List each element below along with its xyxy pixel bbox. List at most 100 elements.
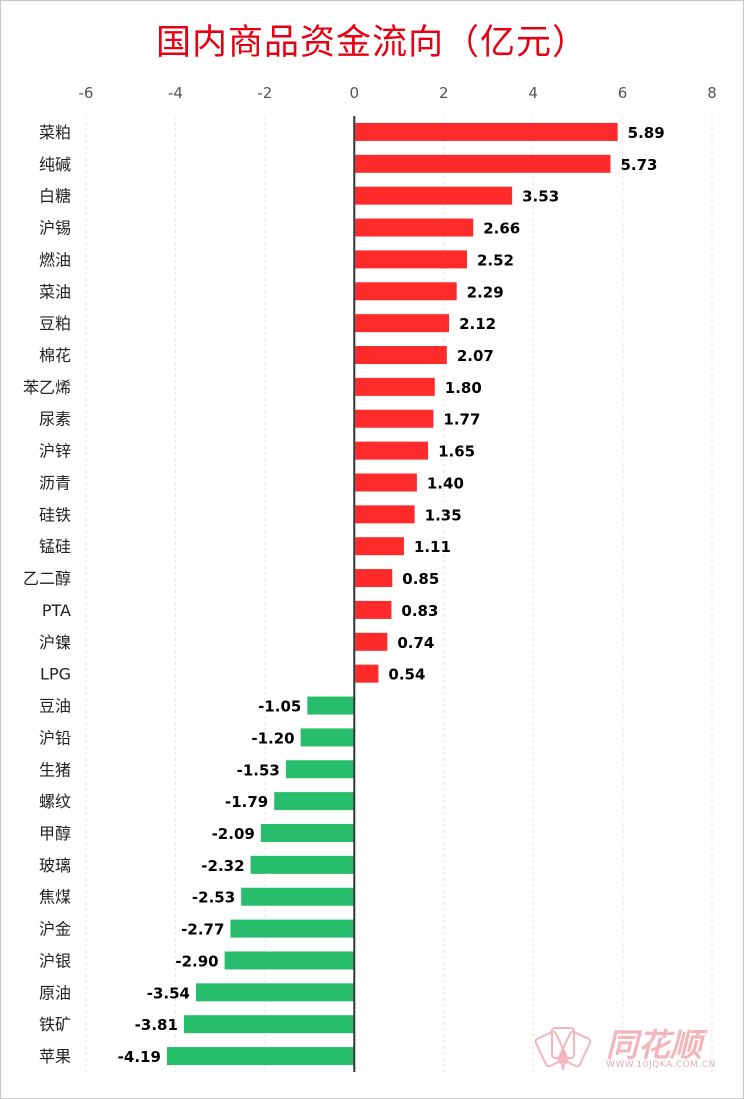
value-label: 2.29 [467, 283, 504, 301]
value-label: 1.40 [427, 474, 464, 492]
x-tick-label: 2 [439, 84, 449, 102]
value-labels: 5.89 5.73 3.532.66 2.52 2.29 2.12 2.07 1.80 1.77… [118, 124, 665, 1066]
x-tick-label: 4 [528, 84, 538, 102]
value-label: 2.52 [477, 251, 514, 269]
bar [300, 728, 355, 747]
category-label: 豆油 [39, 697, 71, 716]
category-label: 玻璃 [39, 856, 71, 875]
category-label: 原油 [39, 983, 71, 1002]
category-label: 乙二醇 [23, 569, 71, 588]
x-tick-label: 8 [707, 84, 717, 102]
value-label: 0.83 [401, 602, 438, 620]
value-label: 1.77 [443, 411, 480, 429]
value-label: -2.09 [212, 825, 255, 843]
value-label: 5.89 [628, 124, 665, 142]
bar [355, 282, 457, 301]
category-label: 白糖 [39, 187, 71, 206]
bar [355, 314, 450, 333]
value-label: -3.81 [135, 1016, 178, 1034]
x-tick-label: -6 [79, 84, 94, 102]
bar [195, 983, 355, 1002]
bar [260, 824, 355, 842]
value-label: 2.66 [483, 220, 520, 238]
bar [355, 250, 467, 269]
bar [250, 855, 355, 874]
bar [355, 154, 611, 173]
bar [355, 346, 447, 364]
value-label: 1.35 [425, 506, 462, 524]
category-label: 螺纹 [39, 792, 71, 811]
x-tick-label: 6 [618, 84, 628, 102]
bar [274, 792, 355, 811]
category-label: PTA [42, 601, 71, 620]
value-label: -4.19 [118, 1048, 161, 1066]
value-label: 0.54 [388, 666, 425, 684]
category-label: 焦煤 [39, 888, 71, 907]
bar [307, 696, 355, 715]
x-tick-label: -4 [168, 84, 183, 102]
value-label: -2.77 [181, 921, 224, 939]
bar [241, 887, 355, 906]
bars [166, 122, 618, 1066]
bar [355, 409, 434, 428]
value-label: -2.32 [201, 857, 244, 875]
bar [355, 664, 379, 683]
category-label: 沪锌 [39, 442, 71, 461]
category-label: 锰硅 [39, 537, 71, 556]
value-label: -2.90 [175, 952, 218, 970]
x-tick-label: 0 [350, 84, 360, 102]
spade-card-fan-icon [534, 1027, 592, 1070]
category-label: 尿素 [39, 410, 71, 429]
bar [355, 122, 618, 141]
bar [355, 537, 404, 556]
bar [355, 186, 513, 205]
category-label: 豆粕 [39, 314, 71, 333]
category-label: 菜粕 [39, 123, 71, 142]
category-label: 生猪 [39, 760, 71, 779]
value-label: 0.74 [397, 634, 434, 652]
bar [355, 632, 388, 651]
category-label: 苯乙烯 [23, 378, 71, 397]
bar [355, 441, 429, 460]
value-label: 2.07 [457, 347, 494, 365]
bar [183, 1015, 355, 1034]
bar [166, 1047, 355, 1066]
value-label: -3.54 [147, 984, 190, 1002]
value-label: -1.53 [237, 761, 280, 779]
bar [355, 473, 417, 492]
watermark: 同花顺 WWW.10JQKA.COM.CN [530, 1020, 730, 1080]
category-label: 沪锡 [39, 219, 71, 238]
value-label: 1.65 [438, 443, 475, 461]
category-label: 燃油 [39, 250, 71, 269]
category-label: 甲醇 [39, 824, 71, 843]
category-label: 棉花 [39, 346, 71, 365]
category-label: 菜油 [39, 282, 71, 301]
category-label: 沪镍 [39, 633, 71, 652]
category-label: 沥青 [39, 473, 71, 492]
value-label: 3.53 [522, 188, 559, 206]
x-tick-label: -2 [257, 84, 272, 102]
value-label: -2.53 [192, 889, 235, 907]
category-label: 纯碱 [39, 155, 71, 174]
value-label: 2.12 [459, 315, 496, 333]
value-label: -1.79 [225, 793, 268, 811]
bar [355, 218, 474, 237]
bar [355, 377, 435, 396]
bar [355, 569, 393, 588]
value-label: 5.73 [620, 156, 657, 174]
bar [355, 600, 392, 619]
category-label: 沪金 [39, 920, 71, 939]
category-label: 硅铁 [39, 505, 71, 524]
category-label: LPG [40, 665, 71, 684]
watermark-brand: 同花顺 [606, 1026, 703, 1064]
watermark-url: WWW.10JQKA.COM.CN [606, 1060, 716, 1070]
category-label: 铁矿 [39, 1015, 71, 1034]
bar [224, 951, 355, 970]
value-label: 1.11 [414, 538, 451, 556]
category-label: 苹果 [39, 1047, 71, 1066]
bar [285, 760, 355, 779]
x-axis-ticks: -6 -4 -2 0 2 4 6 8 [79, 84, 717, 102]
bar [355, 505, 415, 524]
